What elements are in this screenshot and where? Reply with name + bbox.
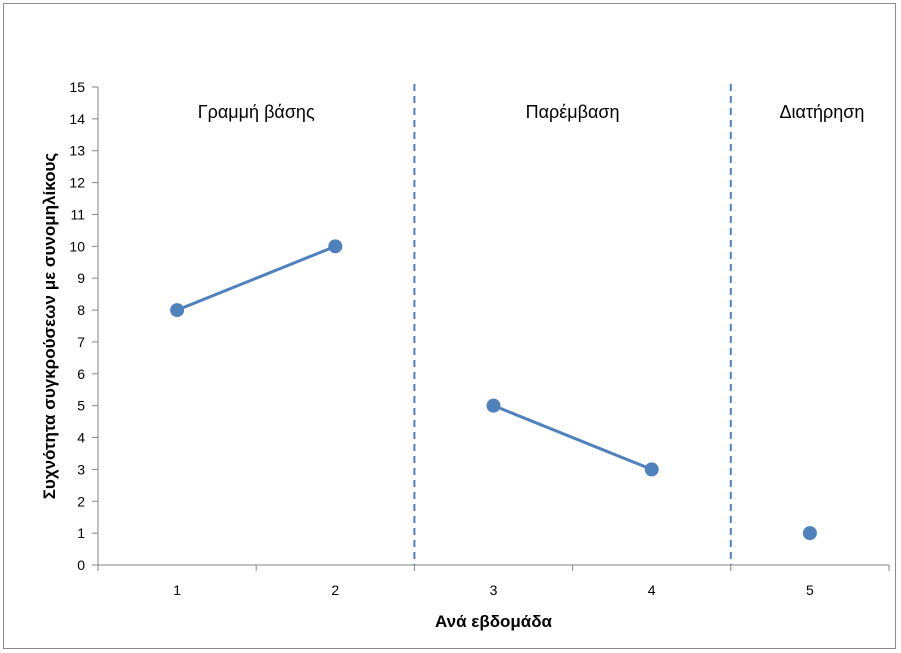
x-tick-label: 2	[331, 582, 339, 598]
x-axis-title: Ανά εβδομάδα	[435, 612, 553, 631]
data-point	[644, 462, 659, 477]
y-tick-label: 14	[69, 111, 85, 127]
y-tick-label: 2	[77, 493, 85, 509]
series-line	[492, 404, 653, 471]
y-tick-label: 10	[69, 238, 85, 254]
y-tick-label: 3	[77, 461, 85, 477]
chart-frame	[3, 3, 896, 649]
data-point	[802, 526, 817, 541]
y-tick-label: 0	[77, 557, 85, 573]
series-line	[176, 244, 336, 312]
data-point	[328, 239, 343, 254]
x-tick-label: 5	[806, 582, 814, 598]
y-tick-label: 15	[69, 79, 85, 95]
y-tick-label: 12	[69, 175, 85, 191]
phase-label: Γραμμή βάσης	[198, 102, 315, 122]
y-tick-label: 6	[77, 366, 85, 382]
y-tick-label: 9	[77, 270, 85, 286]
x-tick-label: 3	[490, 582, 498, 598]
y-tick-label: 8	[77, 302, 85, 318]
x-tick-label: 1	[173, 582, 181, 598]
x-tick-labels: 1 2 3 4 5	[173, 582, 814, 598]
y-tick-label: 1	[77, 525, 85, 541]
data-point	[170, 303, 185, 318]
y-tick-label: 13	[69, 143, 85, 159]
phase-label: Διατήρηση	[779, 102, 864, 122]
data-point	[486, 398, 501, 413]
axes	[92, 86, 890, 571]
y-tick-label: 7	[77, 334, 85, 350]
y-tick-label: 4	[77, 430, 85, 446]
y-tick-label: 5	[77, 398, 85, 414]
phase-labels: Γραμμή βάσης Παρέμβαση Διατήρηση	[198, 102, 865, 122]
phase-change-lines	[413, 84, 732, 565]
x-tick-label: 4	[648, 582, 656, 598]
data-series	[170, 239, 817, 541]
y-axis-title: Συχνότητα συγκρούσεων με συνομηλίκους	[40, 153, 59, 500]
phase-label: Παρέμβαση	[526, 102, 620, 122]
y-tick-label: 11	[70, 206, 85, 222]
